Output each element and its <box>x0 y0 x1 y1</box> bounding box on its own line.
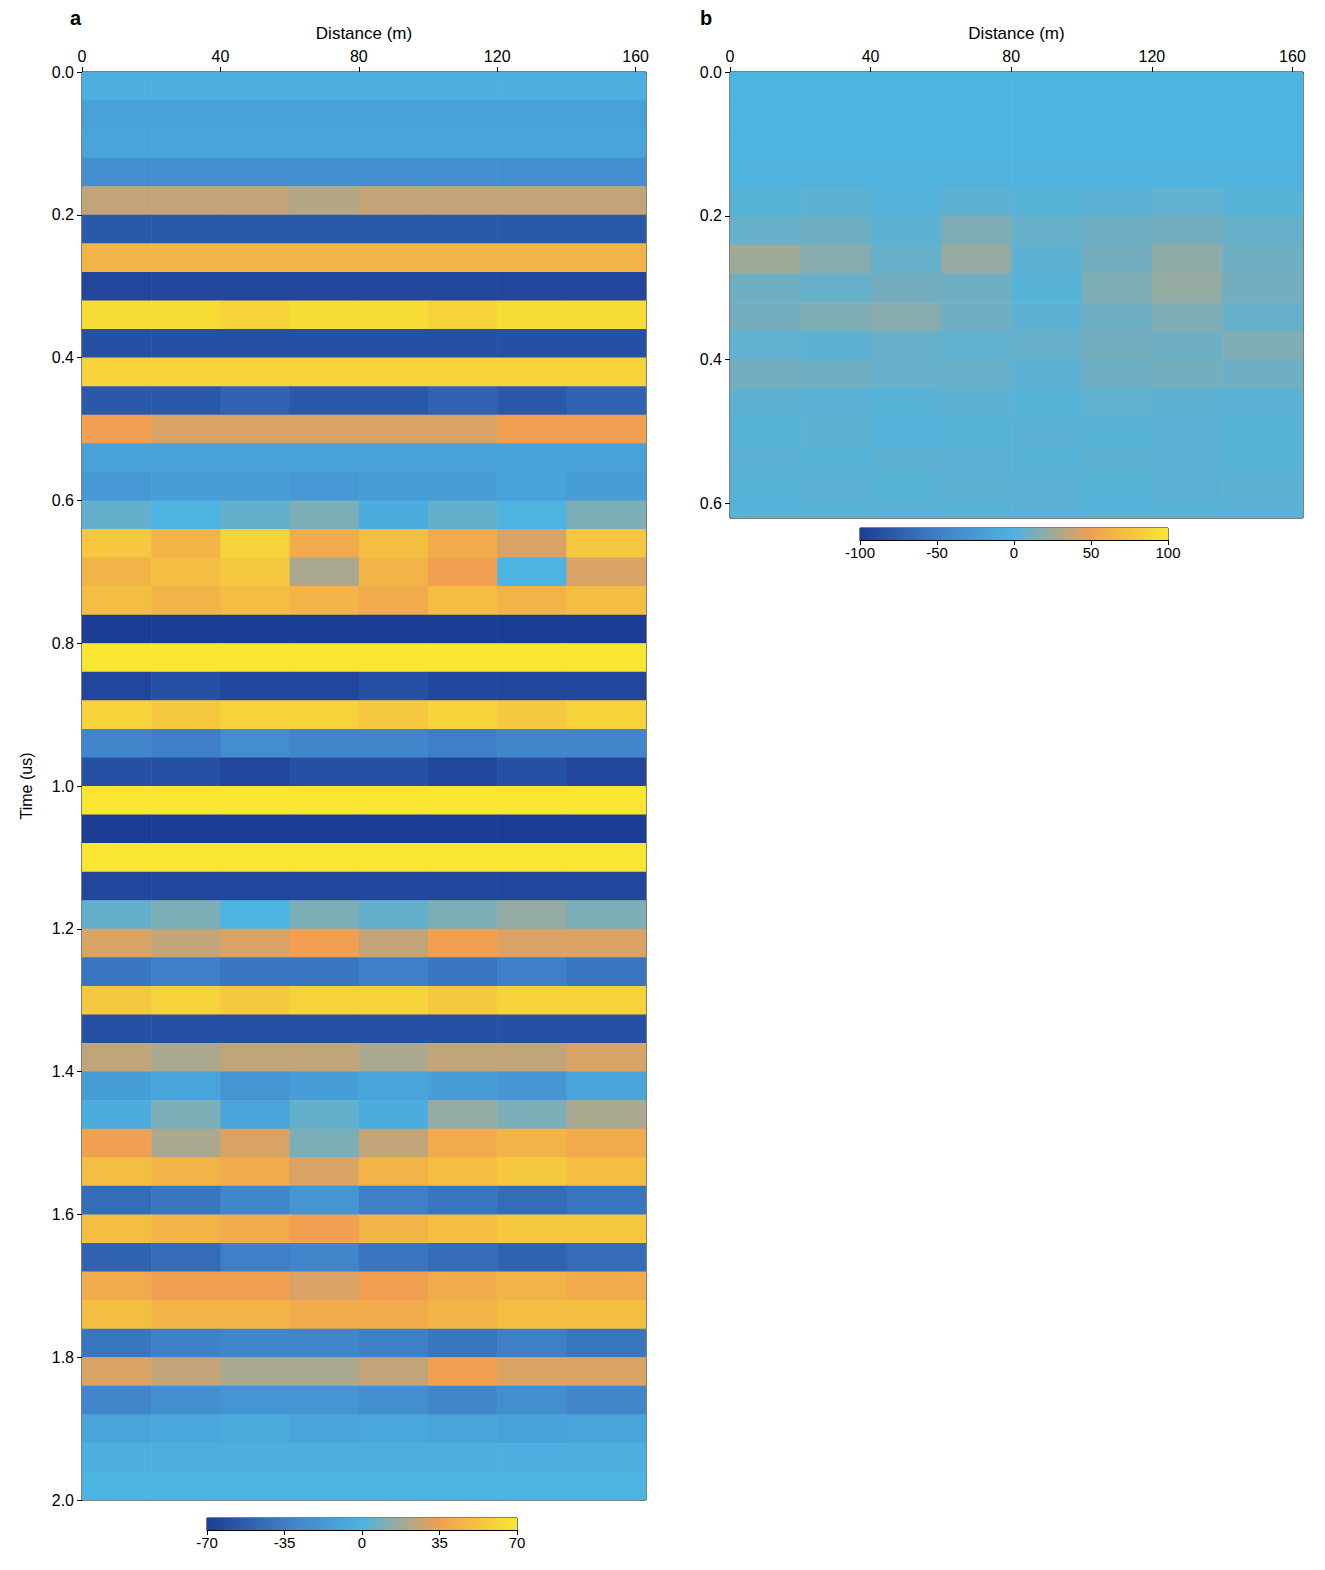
svg-text:70: 70 <box>509 1534 526 1551</box>
svg-text:0.4: 0.4 <box>700 351 722 368</box>
svg-text:0: 0 <box>1010 544 1018 561</box>
svg-text:120: 120 <box>484 48 511 65</box>
svg-text:0.0: 0.0 <box>52 64 74 81</box>
svg-text:50: 50 <box>1083 544 1100 561</box>
svg-text:0.2: 0.2 <box>700 207 722 224</box>
svg-text:b: b <box>700 7 712 29</box>
svg-text:Distance (m): Distance (m) <box>316 24 412 43</box>
svg-text:160: 160 <box>622 48 649 65</box>
svg-text:0.2: 0.2 <box>52 206 74 223</box>
svg-text:-70: -70 <box>196 1534 218 1551</box>
svg-text:0: 0 <box>358 1534 366 1551</box>
svg-text:-35: -35 <box>274 1534 296 1551</box>
svg-text:40: 40 <box>212 48 230 65</box>
svg-text:80: 80 <box>1002 48 1020 65</box>
svg-text:1.6: 1.6 <box>52 1206 74 1223</box>
svg-text:1.0: 1.0 <box>52 778 74 795</box>
svg-text:a: a <box>70 7 82 29</box>
svg-text:100: 100 <box>1155 544 1180 561</box>
svg-text:0.0: 0.0 <box>700 64 722 81</box>
svg-text:160: 160 <box>1279 48 1306 65</box>
svg-text:1.4: 1.4 <box>52 1063 74 1080</box>
svg-text:1.8: 1.8 <box>52 1349 74 1366</box>
svg-text:40: 40 <box>862 48 880 65</box>
svg-text:0.6: 0.6 <box>52 492 74 509</box>
svg-text:1.2: 1.2 <box>52 920 74 937</box>
svg-text:0.4: 0.4 <box>52 349 74 366</box>
svg-text:Distance (m): Distance (m) <box>968 24 1064 43</box>
svg-text:35: 35 <box>431 1534 448 1551</box>
svg-text:80: 80 <box>350 48 368 65</box>
svg-text:0: 0 <box>726 48 735 65</box>
svg-text:0.8: 0.8 <box>52 635 74 652</box>
svg-text:0: 0 <box>78 48 87 65</box>
svg-text:0.6: 0.6 <box>700 495 722 512</box>
svg-text:2.0: 2.0 <box>52 1492 74 1509</box>
svg-text:Time (us): Time (us) <box>18 753 35 820</box>
svg-text:120: 120 <box>1138 48 1165 65</box>
svg-text:-100: -100 <box>845 544 875 561</box>
svg-text:-50: -50 <box>926 544 948 561</box>
